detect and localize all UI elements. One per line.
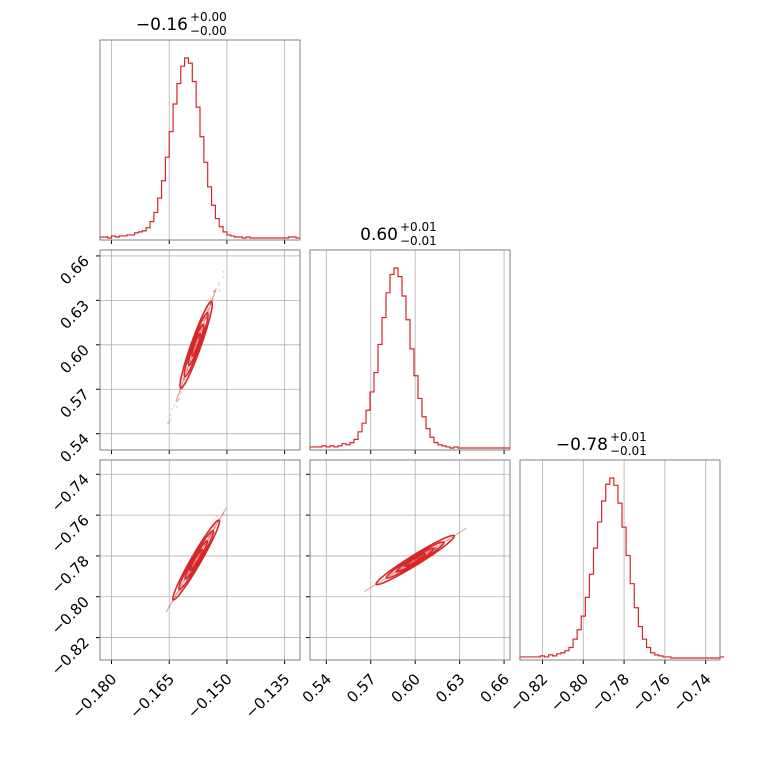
panel-frame: [519, 459, 721, 661]
panel-1-1: 0.60 +0.01−0.01: [309, 220, 511, 454]
panel-frame: [309, 459, 511, 661]
panel-2-1: [306, 459, 511, 664]
y-tick-label-2-3: −0.76: [48, 511, 93, 556]
x-tick-label-2-4: −0.74: [669, 670, 714, 715]
sample-point: [217, 283, 220, 286]
x-tick-label-1-2: 0.60: [388, 670, 424, 706]
sample-point: [173, 404, 176, 407]
y-tick-label-2-4: −0.74: [48, 470, 93, 515]
x-tick-label-2-2: −0.78: [588, 670, 633, 715]
sample-point: [176, 399, 179, 402]
hist-title-2-plus: +0.01: [610, 430, 647, 444]
hist-title-2-minus: −0.01: [610, 444, 647, 458]
histogram-1: [309, 267, 510, 450]
sample-point: [169, 417, 173, 421]
y-tick-label-1-1: 0.57: [56, 385, 92, 421]
y-tick-label-1-0: 0.54: [56, 430, 92, 466]
hist-title-1-plus: +0.01: [400, 220, 437, 234]
hist-title-0-minus: −0.00: [190, 24, 227, 38]
sample-point: [216, 515, 219, 518]
sample-point: [171, 407, 174, 411]
sample-point: [179, 392, 182, 395]
y-tick-label-1-2: 0.60: [56, 341, 92, 377]
panel-0-0: −0.16 +0.00−0.00: [99, 10, 301, 244]
y-tick-label-2-0: −0.82: [48, 634, 93, 679]
hist-title-1-median: 0.60: [360, 225, 398, 245]
x-tick-label-0-1: −0.165: [126, 670, 178, 722]
sample-point: [168, 419, 171, 423]
sample-point: [205, 309, 208, 312]
sample-point: [178, 398, 181, 401]
panel-frame: [99, 249, 301, 451]
y-tick-label-2-2: −0.78: [48, 552, 93, 597]
x-tick-label-0-0: −0.180: [68, 670, 120, 722]
x-tick-label-1-1: 0.57: [343, 670, 379, 706]
sample-point: [177, 397, 181, 400]
x-tick-label-2-0: −0.82: [506, 670, 551, 715]
histogram-0: [99, 57, 300, 240]
hist-title-2-median: −0.78: [556, 435, 608, 455]
sample-point: [180, 390, 183, 393]
panel-frame: [309, 249, 511, 451]
sample-point: [181, 377, 184, 380]
panel-2-2: −0.78 +0.01−0.01: [519, 430, 725, 664]
sample-point: [176, 405, 179, 409]
x-tick-label-2-1: −0.80: [547, 670, 592, 715]
sample-point: [209, 298, 212, 301]
sample-point: [167, 421, 170, 425]
hist-title-0-median: −0.16: [136, 15, 188, 35]
panel-frame: [99, 459, 301, 661]
sample-point: [218, 289, 221, 292]
panel-1-0: [96, 249, 301, 454]
sample-point: [222, 270, 225, 273]
x-tick-label-0-2: −0.150: [184, 670, 236, 722]
density-ridge: [165, 507, 227, 613]
x-tick-label-0-3: −0.135: [241, 670, 293, 722]
x-tick-label-1-3: 0.63: [432, 670, 468, 706]
histogram-2: [519, 477, 725, 660]
hist-title-1-minus: −0.01: [400, 234, 437, 248]
sample-point: [166, 421, 170, 425]
sample-point: [222, 275, 225, 278]
density-ridge: [175, 288, 217, 402]
density-ridge: [363, 527, 467, 593]
panel-frame: [99, 39, 301, 241]
x-tick-label-1-0: 0.54: [299, 670, 335, 706]
y-tick-label-1-3: 0.63: [56, 296, 92, 332]
panel-2-0: [96, 459, 301, 664]
y-tick-label-1-4: 0.66: [56, 252, 92, 288]
hist-title-0-plus: +0.00: [190, 10, 227, 24]
sample-point: [217, 282, 220, 285]
x-tick-label-2-3: −0.76: [628, 670, 673, 715]
sample-point: [169, 414, 172, 417]
y-tick-label-2-1: −0.80: [48, 593, 93, 638]
sample-point: [212, 289, 215, 292]
